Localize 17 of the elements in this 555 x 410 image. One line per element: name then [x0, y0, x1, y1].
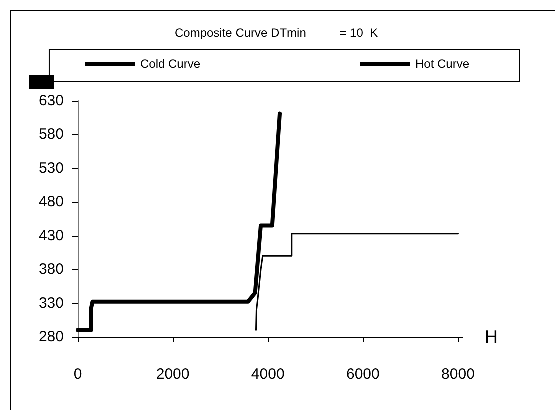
- x-axis-title: H: [485, 327, 498, 347]
- x-tick-label: 2000: [156, 366, 190, 383]
- y-tick-label: 580: [38, 126, 64, 144]
- x-tick-label: 4000: [251, 366, 285, 383]
- y-tick-label: 280: [38, 328, 64, 346]
- x-tick-label: 8000: [442, 366, 475, 383]
- y-tick-label: 380: [38, 261, 64, 278]
- x-tick-label: 0: [74, 366, 82, 383]
- y-tick-label: 480: [38, 194, 64, 211]
- y-tick-label: 630: [38, 92, 64, 110]
- y-tick-label: 330: [38, 294, 64, 312]
- chart-title: Composite Curve DTmin = 10 K: [175, 26, 378, 40]
- y-tick-label: 430: [38, 227, 64, 244]
- x-tick-label: 6000: [346, 366, 380, 383]
- y-tick-label: 530: [38, 160, 64, 177]
- legend-label: Cold Curve: [140, 57, 201, 71]
- legend-label: Hot Curve: [416, 57, 470, 71]
